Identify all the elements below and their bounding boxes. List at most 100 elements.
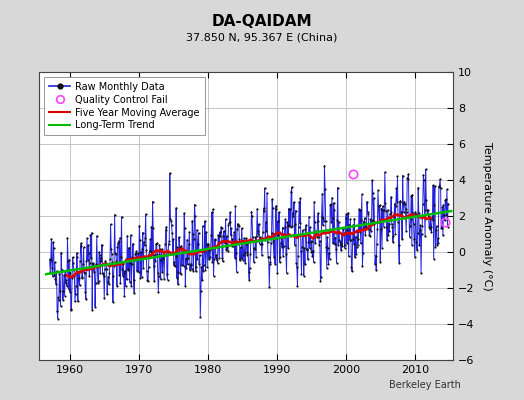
Point [116,235,124,241]
Point [58,267,67,273]
Point [78,275,86,281]
Point [398,236,406,242]
Point [383,224,391,230]
Point [362,222,370,229]
Point [176,270,184,276]
Point [274,232,282,238]
Point [438,224,446,231]
Point [144,264,152,270]
Point [138,245,146,252]
Point [65,256,73,263]
Point [402,209,411,216]
Point [290,199,298,205]
Point [190,236,198,242]
Point [430,202,439,208]
Point [57,249,66,256]
Point [313,218,322,224]
Point [286,206,294,212]
Point [330,200,338,206]
Point [71,298,79,304]
Point [177,270,185,277]
Point [153,251,161,258]
Point [347,236,355,243]
Point [267,240,275,246]
Point [442,212,451,218]
Point [107,246,115,252]
Point [389,239,397,245]
Point [237,225,246,232]
Point [159,252,168,258]
Point [83,235,91,242]
Point [315,242,323,248]
Point [140,242,149,249]
Point [215,255,223,261]
Point [178,249,187,256]
Point [94,278,103,284]
Point [348,236,357,242]
Point [90,263,99,270]
Point [325,250,333,256]
Point [276,259,284,265]
Point [431,183,439,189]
Point [441,217,449,224]
Point [242,235,250,242]
Point [410,236,418,243]
Point [290,242,299,248]
Point [155,273,163,280]
Point [196,288,205,294]
Point [166,170,174,176]
Point [57,303,65,309]
Point [58,267,66,274]
Point [416,226,424,233]
Point [179,262,188,269]
Point [243,248,251,255]
Point [313,234,321,240]
Point [444,200,452,207]
Point [320,162,329,169]
Point [92,261,101,267]
Point [409,221,418,228]
Point [100,294,108,301]
Point [170,262,178,268]
Point [402,228,410,234]
Point [114,238,123,244]
Point [323,234,332,241]
Point [97,258,105,264]
Point [259,228,267,235]
Point [274,218,282,224]
Point [148,198,157,205]
Point [167,222,176,228]
Point [256,236,265,243]
Point [82,296,90,302]
Point [98,242,106,248]
Point [203,242,212,248]
Point [293,264,301,270]
Point [342,214,350,221]
Point [428,214,436,220]
Point [149,263,158,269]
Point [124,267,133,274]
Point [171,263,179,270]
Point [351,254,359,260]
Point [86,232,95,238]
Point [394,173,402,180]
Point [89,261,97,267]
Point [367,216,376,223]
Point [116,280,125,287]
Point [111,249,119,256]
Point [248,212,256,219]
Point [135,222,144,229]
Point [201,266,210,273]
Point [398,172,407,179]
Point [317,274,325,280]
Point [59,288,68,294]
Point [245,276,253,283]
Point [205,247,214,254]
Point [388,224,397,230]
Point [433,235,442,242]
Point [246,265,254,271]
Point [302,222,310,228]
Point [310,198,318,205]
Point [332,246,340,252]
Point [253,232,261,239]
